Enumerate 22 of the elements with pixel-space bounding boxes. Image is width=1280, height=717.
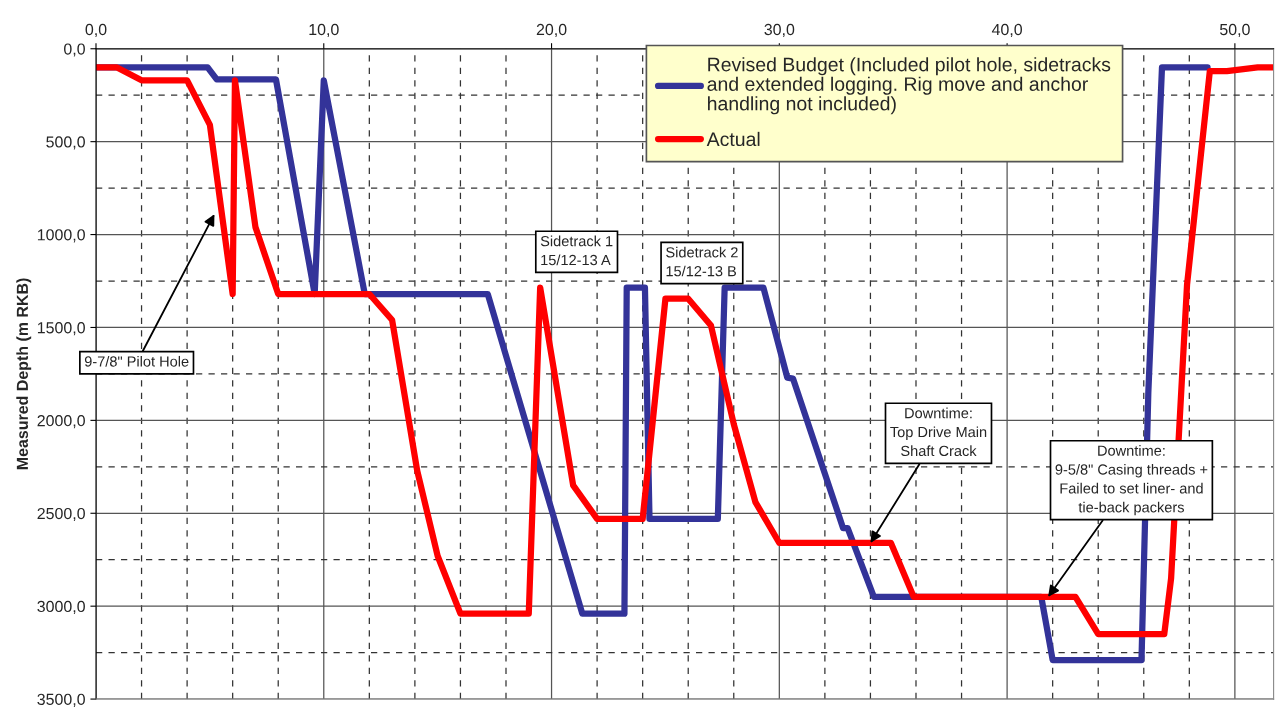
annotation: Downtime: Top Drive Main Shaft Crack — [890, 407, 987, 457]
legend-label: Actual — [706, 131, 760, 147]
x-tick-label: 10,0 — [309, 23, 339, 38]
x-tick-label: 50,0 — [1219, 23, 1250, 38]
y-tick-label: 500,0 — [46, 136, 85, 150]
x-tick-label: 0,0 — [85, 23, 107, 38]
x-tick-label: 40,0 — [991, 23, 1023, 38]
y-tick-label: 1000,0 — [37, 229, 85, 243]
y-tick-label: 3500,0 — [37, 693, 85, 707]
y-tick-label: 2000,0 — [37, 415, 85, 429]
annotation: Downtime: 9-5/8" Casing threads + Failed to set liner- and tie-back packers — [1055, 445, 1208, 516]
legend-label: Revised Budget (Included pilot hole, sidetracks and extended logging. Rig move and anchor handling not included) — [707, 57, 1111, 115]
y-tick-label: 1500,0 — [37, 322, 85, 336]
y-tick-label: 0,0 — [64, 43, 85, 57]
y-tick-label: 3000,0 — [37, 600, 85, 614]
annotation: Sidetrack 2 15/12-13 B — [666, 246, 738, 277]
x-tick-label: 20,0 — [536, 23, 567, 38]
annotation: Sidetrack 1 15/12-13 A — [540, 235, 613, 266]
annotation: 9-7/8" Pilot Hole — [84, 355, 189, 367]
y-axis-title: Measured Depth (m RKB) — [16, 278, 32, 470]
x-tick-label: 30,0 — [764, 23, 795, 38]
y-tick-label: 2500,0 — [37, 507, 85, 522]
